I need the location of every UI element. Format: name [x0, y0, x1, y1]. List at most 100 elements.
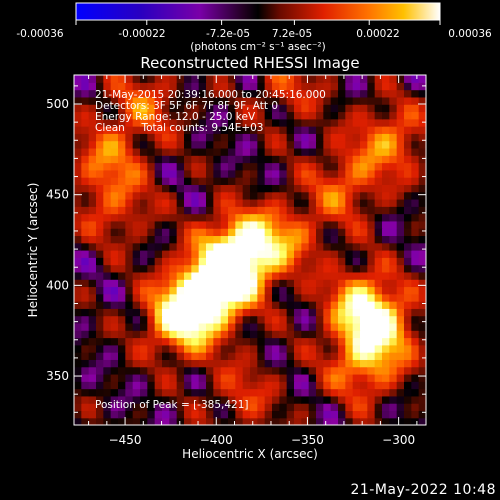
heatmap-cell [169, 322, 178, 331]
heatmap-cell [184, 271, 192, 280]
heatmap-cell [162, 301, 170, 309]
heatmap-cell [396, 301, 405, 309]
heatmap-cell [272, 242, 280, 251]
heatmap-cell [140, 235, 148, 244]
heatmap-cell [184, 366, 192, 375]
heatmap-cell [250, 373, 258, 382]
heatmap-cell [140, 308, 148, 317]
heatmap-cell [96, 242, 104, 251]
heatmap-cell [132, 198, 141, 207]
heatmap-cell [176, 301, 185, 309]
heatmap-cell [382, 388, 390, 397]
heatmap-cell [389, 417, 398, 425]
heatmap-cell [235, 228, 244, 237]
heatmap-cell [389, 403, 398, 412]
heatmap-cell [103, 140, 112, 149]
heatmap-cell [206, 264, 214, 273]
heatmap-cell [382, 177, 390, 185]
heatmap-cell [220, 293, 229, 302]
heatmap-cell [198, 126, 207, 134]
heatmap-cell [228, 104, 236, 113]
heatmap-cell [81, 220, 90, 229]
heatmap-cell [140, 140, 148, 149]
heatmap-cell [103, 169, 112, 178]
heatmap-cell [264, 242, 273, 251]
heatmap-cell [213, 155, 222, 164]
heatmap-cell [206, 271, 214, 280]
heatmap-cell [88, 82, 97, 91]
heatmap-cell [220, 228, 229, 237]
heatmap-cell [345, 381, 354, 390]
heatmap-cell [411, 169, 420, 178]
heatmap-cell [74, 286, 82, 295]
heatmap-cell [132, 75, 141, 83]
heatmap-cell [264, 111, 273, 120]
heatmap-cell [206, 366, 214, 375]
heatmap-cell [74, 206, 82, 215]
heatmap-cell [352, 301, 361, 309]
heatmap-cell [272, 381, 280, 390]
heatmap-cell [213, 242, 222, 251]
heatmap-cell [169, 410, 178, 419]
heatmap-cell [316, 206, 324, 215]
heatmap-cell [411, 366, 420, 375]
heatmap-cell [147, 403, 156, 412]
heatmap-cell [404, 410, 412, 419]
heatmap-cell [176, 191, 185, 200]
heatmap-cell [389, 177, 398, 185]
heatmap-cell [228, 359, 236, 368]
heatmap-cell [118, 126, 126, 134]
heatmap-cell [74, 308, 82, 317]
heatmap-cell [316, 381, 324, 390]
heatmap-cell [330, 191, 339, 200]
heatmap-cell [147, 111, 156, 120]
heatmap-cell [374, 271, 383, 280]
heatmap-cell [360, 359, 368, 368]
heatmap-cell [301, 344, 310, 353]
heatmap-cell [110, 140, 119, 149]
heatmap-cell [257, 213, 266, 222]
heatmap-cell [250, 177, 258, 185]
heatmap-cell [74, 373, 82, 382]
heatmap-cell [389, 147, 398, 156]
heatmap-cell [213, 133, 222, 142]
heatmap-cell [323, 96, 332, 105]
heatmap-cell [396, 366, 405, 375]
heatmap-cell [96, 315, 104, 324]
heatmap-cell [176, 184, 185, 193]
heatmap-cell [418, 308, 426, 317]
heatmap-cell [110, 395, 119, 404]
heatmap-cell [389, 373, 398, 382]
heatmap-cell [301, 293, 310, 302]
heatmap-cell [132, 257, 141, 266]
heatmap-cell [294, 220, 302, 229]
heatmap-cell [367, 301, 376, 309]
heatmap-cell [154, 286, 163, 295]
heatmap-cell [162, 395, 170, 404]
heatmap-cell [404, 264, 412, 273]
heatmap-cell [81, 330, 90, 339]
heatmap-cell [140, 82, 148, 91]
heatmap-cell [74, 177, 82, 185]
heatmap-cell [264, 410, 273, 419]
heatmap-cell [345, 286, 354, 295]
heatmap-cell [360, 155, 368, 164]
heatmap-cell [191, 322, 200, 331]
heatmap-cell [176, 206, 185, 215]
heatmap-cell [404, 213, 412, 222]
heatmap-cell [176, 177, 185, 185]
heatmap-cell [110, 388, 119, 397]
heatmap-cell [184, 126, 192, 134]
heatmap-cell [382, 155, 390, 164]
heatmap-cell [382, 344, 390, 353]
heatmap-cell [132, 228, 141, 237]
heatmap-cell [396, 89, 405, 98]
heatmap-cell [103, 220, 112, 229]
heatmap-cell [279, 191, 288, 200]
heatmap-cell [323, 104, 332, 113]
heatmap-cell [323, 344, 332, 353]
heatmap-cell [169, 213, 178, 222]
heatmap-cell [110, 403, 119, 412]
heatmap-cell [125, 359, 134, 368]
heatmap-cell [404, 228, 412, 237]
